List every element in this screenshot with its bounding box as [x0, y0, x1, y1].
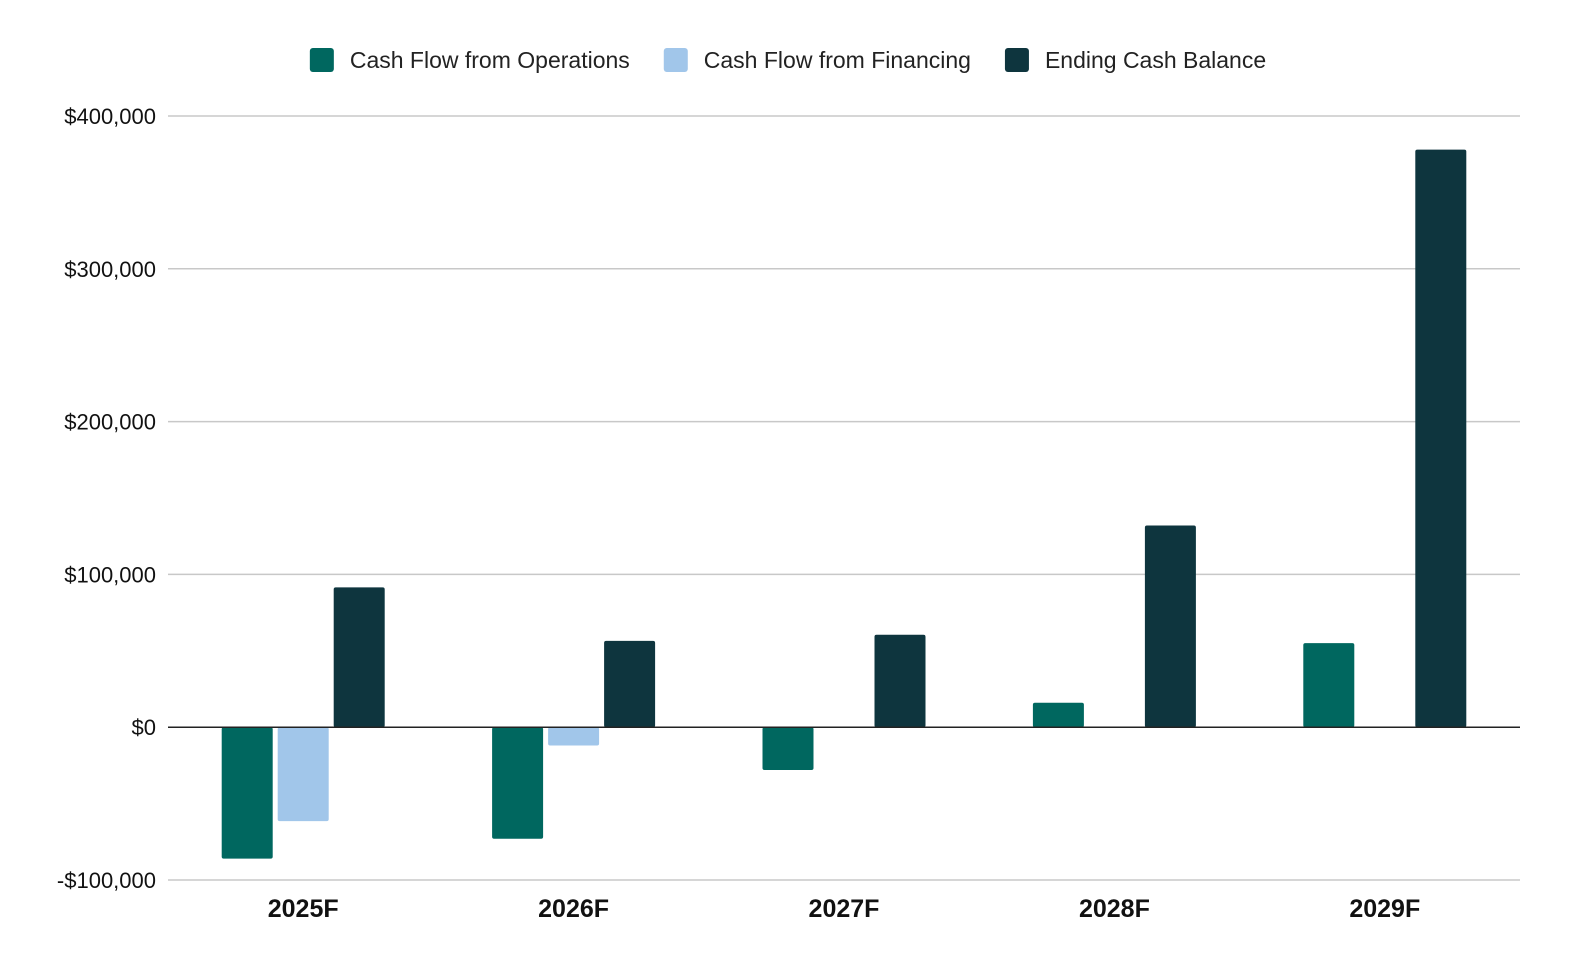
bar-cash-flow-from-operations-2029F: [1303, 643, 1355, 728]
x-tick-label: 2028F: [1079, 895, 1150, 923]
x-tick-label: 2029F: [1349, 895, 1420, 923]
x-tick-label: 2026F: [538, 895, 609, 923]
y-tick-label: $200,000: [64, 410, 156, 435]
legend-item-cash-flow-from-operations: Cash Flow from Operations: [309, 47, 630, 73]
x-axis: 2025F 2026F 2027F 2028F 2029F: [268, 895, 1420, 923]
grid: [168, 115, 1520, 881]
legend: Cash Flow from Operations Cash Flow from …: [309, 47, 1266, 73]
y-axis: $400,000 $300,000 $200,000 $100,000 $0 -$100,…: [57, 104, 156, 893]
bar-cash-flow-from-operations-2027F: [762, 727, 814, 770]
y-tick-label: $0: [132, 715, 156, 740]
legend-item-ending-cash-balance: Ending Cash Balance: [1004, 47, 1266, 73]
bar-cash-flow-from-operations-2025F: [221, 727, 273, 859]
y-tick-label: $300,000: [64, 257, 156, 282]
y-tick-label: -$100,000: [57, 868, 156, 893]
bar-cash-flow-from-operations-2028F: [1032, 702, 1084, 728]
legend-label: Cash Flow from Financing: [704, 47, 971, 73]
bar-cash-flow-from-financing-2025F: [277, 727, 329, 822]
bar-ending-cash-balance-2029F: [1415, 149, 1467, 728]
legend-item-cash-flow-from-financing: Cash Flow from Financing: [663, 47, 971, 73]
bar-cash-flow-from-financing-2026F: [548, 727, 600, 746]
legend-label: Ending Cash Balance: [1045, 47, 1266, 73]
bars: [221, 149, 1467, 859]
x-tick-label: 2027F: [809, 895, 880, 923]
bar-ending-cash-balance-2026F: [604, 640, 656, 728]
legend-label: Cash Flow from Operations: [350, 47, 630, 73]
x-tick-label: 2025F: [268, 895, 339, 923]
bar-ending-cash-balance-2025F: [333, 587, 385, 728]
bar-ending-cash-balance-2027F: [874, 634, 926, 728]
legend-swatch: [663, 48, 688, 72]
y-tick-label: $400,000: [64, 104, 156, 129]
bar-ending-cash-balance-2028F: [1144, 525, 1196, 728]
bar-cash-flow-from-operations-2026F: [492, 727, 544, 839]
y-tick-label: $100,000: [64, 562, 156, 587]
legend-swatch: [309, 48, 334, 72]
legend-swatch: [1004, 48, 1029, 72]
